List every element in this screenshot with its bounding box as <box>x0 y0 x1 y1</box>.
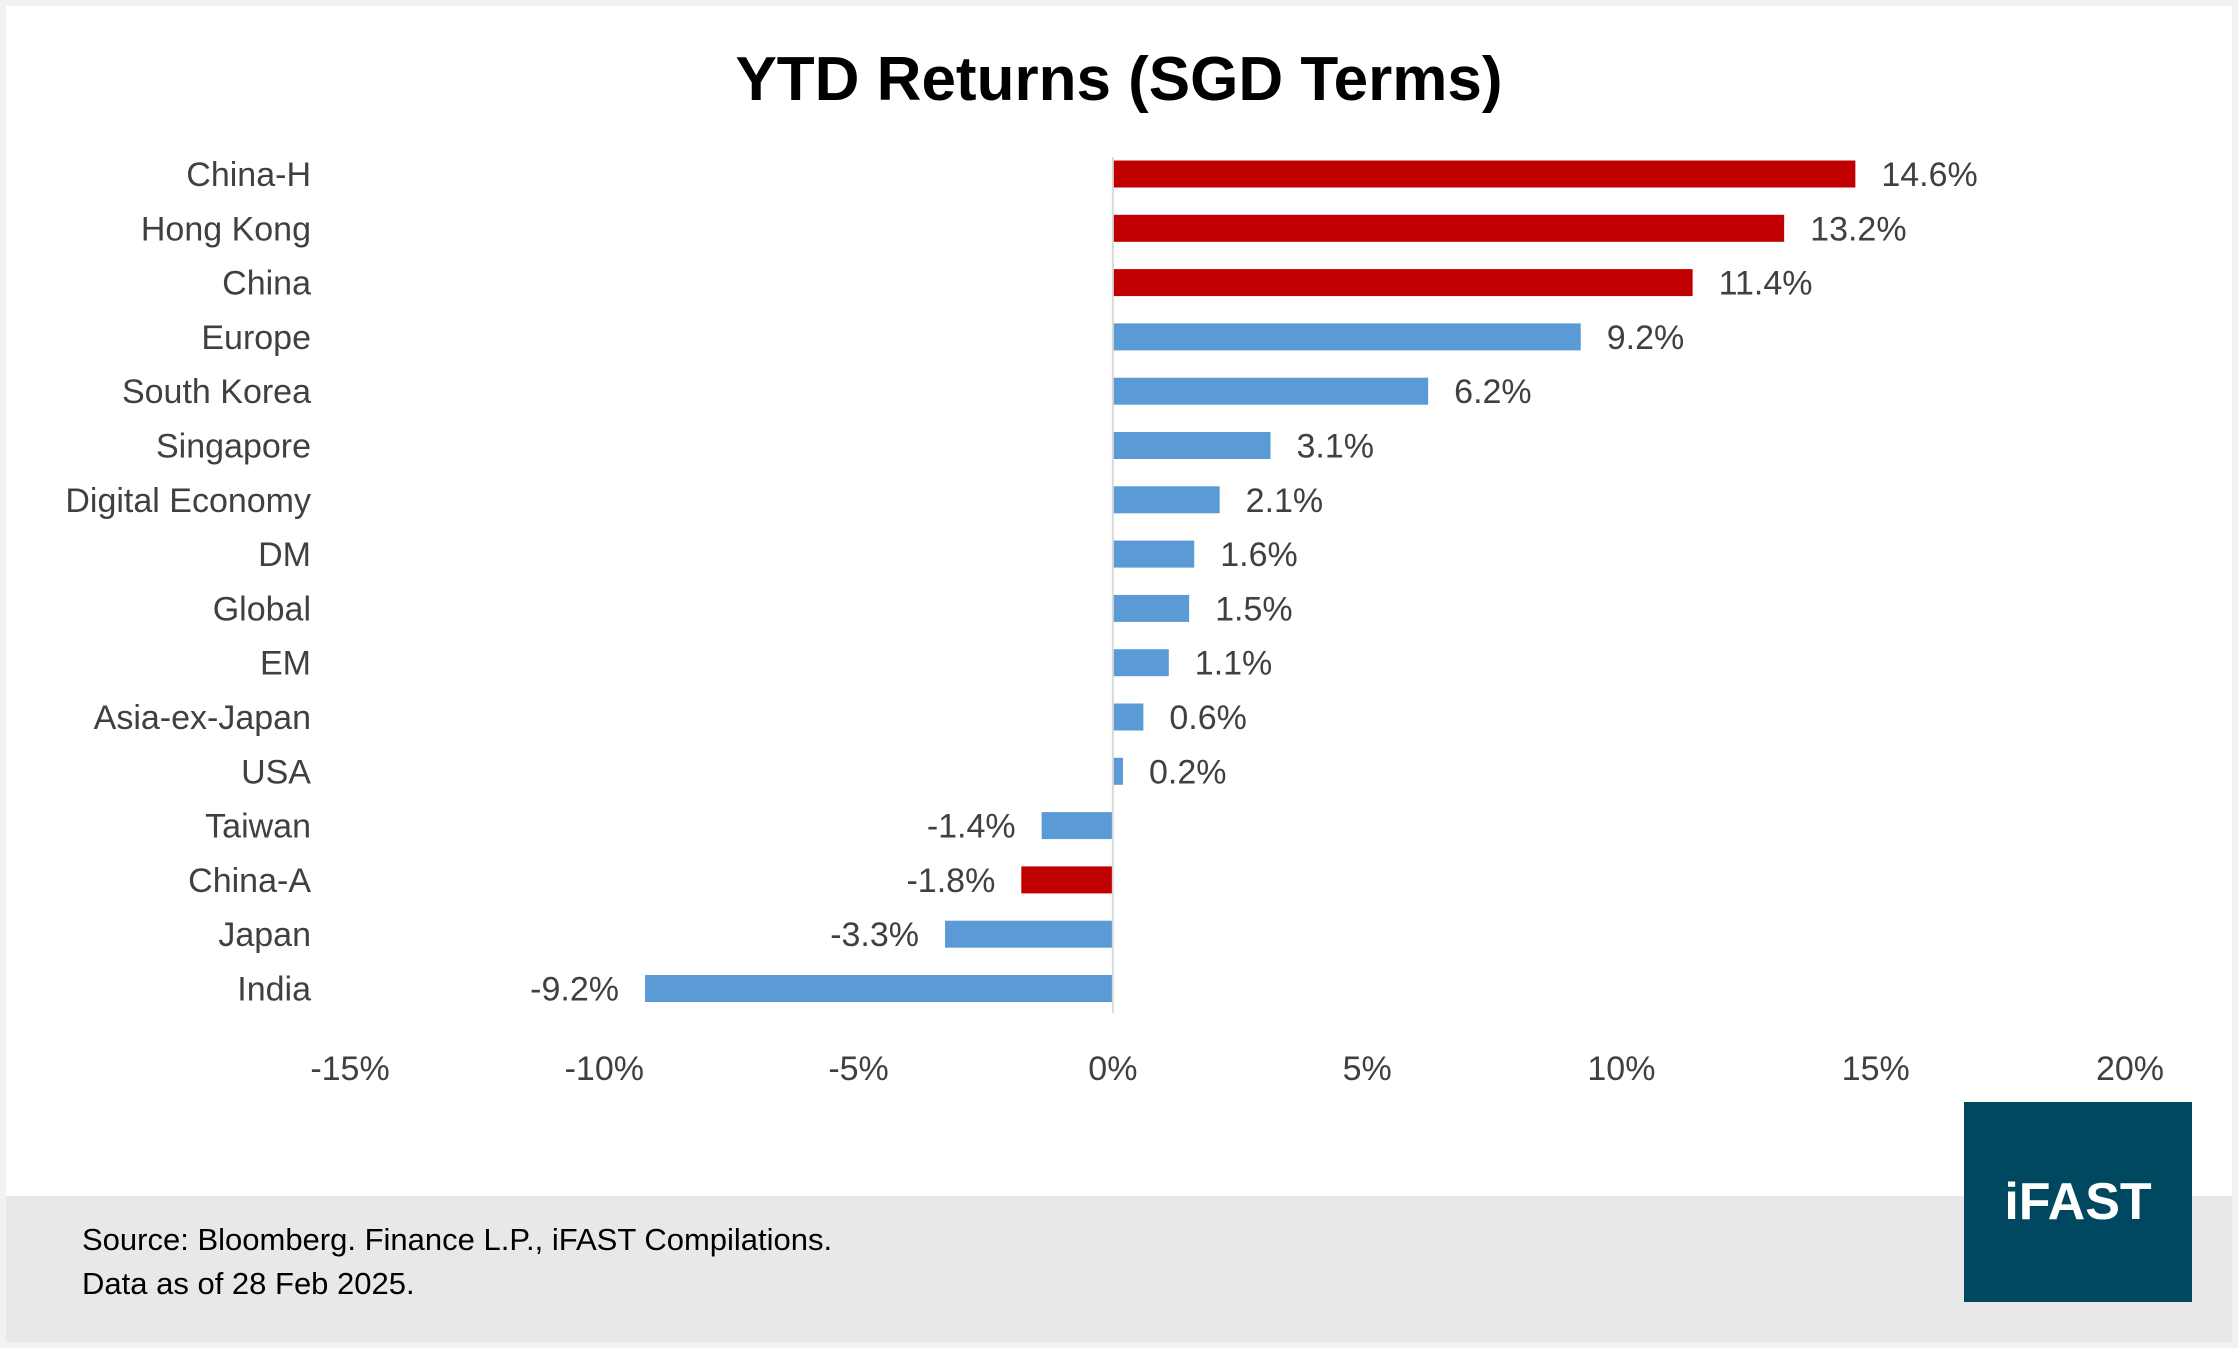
data-label: 0.2% <box>1149 753 1227 791</box>
data-label: 1.5% <box>1215 590 1293 628</box>
bar-india <box>644 975 1113 1002</box>
data-label: 1.6% <box>1220 536 1298 574</box>
x-tick-label: 15% <box>1842 1050 1910 1088</box>
data-label: 2.1% <box>1246 482 1324 520</box>
x-tick-label: 20% <box>2096 1050 2164 1088</box>
category-label: DM <box>258 536 311 574</box>
data-label: -1.4% <box>927 808 1016 846</box>
category-label: Global <box>213 590 311 628</box>
bar-china-a <box>1021 866 1113 894</box>
bar-global <box>1112 594 1190 622</box>
category-label: EM <box>260 645 311 683</box>
category-label: Digital Economy <box>65 482 311 520</box>
data-label: 9.2% <box>1607 319 1685 357</box>
category-label: Singapore <box>156 428 311 466</box>
ifast-logo: iFAST <box>1964 1102 2192 1302</box>
data-label: -3.3% <box>830 916 919 954</box>
category-label: Hong Kong <box>141 210 311 248</box>
category-label: India <box>237 971 311 1009</box>
bar-china-h <box>1112 160 1856 188</box>
category-label: Taiwan <box>205 808 311 846</box>
data-label: 1.1% <box>1195 645 1273 683</box>
x-tick-label: -15% <box>310 1050 389 1088</box>
source-note: Source: Bloomberg. Finance L.P., iFAST C… <box>82 1222 833 1257</box>
date-note: Data as of 28 Feb 2025. <box>82 1266 415 1301</box>
category-label: Japan <box>218 916 311 954</box>
chart-title: YTD Returns (SGD Terms) <box>735 45 1503 114</box>
bar-china <box>1112 269 1693 297</box>
bar-south-korea <box>1112 377 1429 405</box>
category-label: USA <box>241 753 311 791</box>
bar-dm <box>1112 540 1195 568</box>
data-label: -9.2% <box>530 971 619 1009</box>
bar-digital-economy <box>1112 486 1220 514</box>
footer <box>6 1196 2232 1342</box>
x-tick-label: -10% <box>565 1050 644 1088</box>
bar-taiwan <box>1041 812 1113 840</box>
category-label: Asia-ex-Japan <box>94 699 311 737</box>
category-label: China-A <box>188 862 311 900</box>
data-label: 6.2% <box>1454 373 1532 411</box>
bar-singapore <box>1112 432 1271 459</box>
data-label: 11.4% <box>1719 265 1813 303</box>
bar-europe <box>1112 323 1581 351</box>
category-label: Europe <box>201 319 311 357</box>
data-label: 0.6% <box>1169 699 1247 737</box>
bar-usa <box>1112 757 1124 785</box>
category-label: South Korea <box>122 373 311 411</box>
category-label: China <box>222 265 311 303</box>
category-label: China-H <box>186 156 311 194</box>
data-label: 3.1% <box>1297 428 1375 466</box>
x-tick-label: 0% <box>1088 1050 1137 1088</box>
data-label: 14.6% <box>1881 156 1977 194</box>
bar-em <box>1112 649 1169 677</box>
x-tick-label: 5% <box>1343 1050 1392 1088</box>
bar-asia-ex-japan <box>1112 703 1144 731</box>
bar-hong-kong <box>1112 214 1785 242</box>
bar-japan <box>945 920 1113 948</box>
x-tick-label: -5% <box>828 1050 888 1088</box>
x-tick-label: 10% <box>1587 1050 1655 1088</box>
data-label: 13.2% <box>1810 210 1906 248</box>
data-label: -1.8% <box>906 862 995 900</box>
